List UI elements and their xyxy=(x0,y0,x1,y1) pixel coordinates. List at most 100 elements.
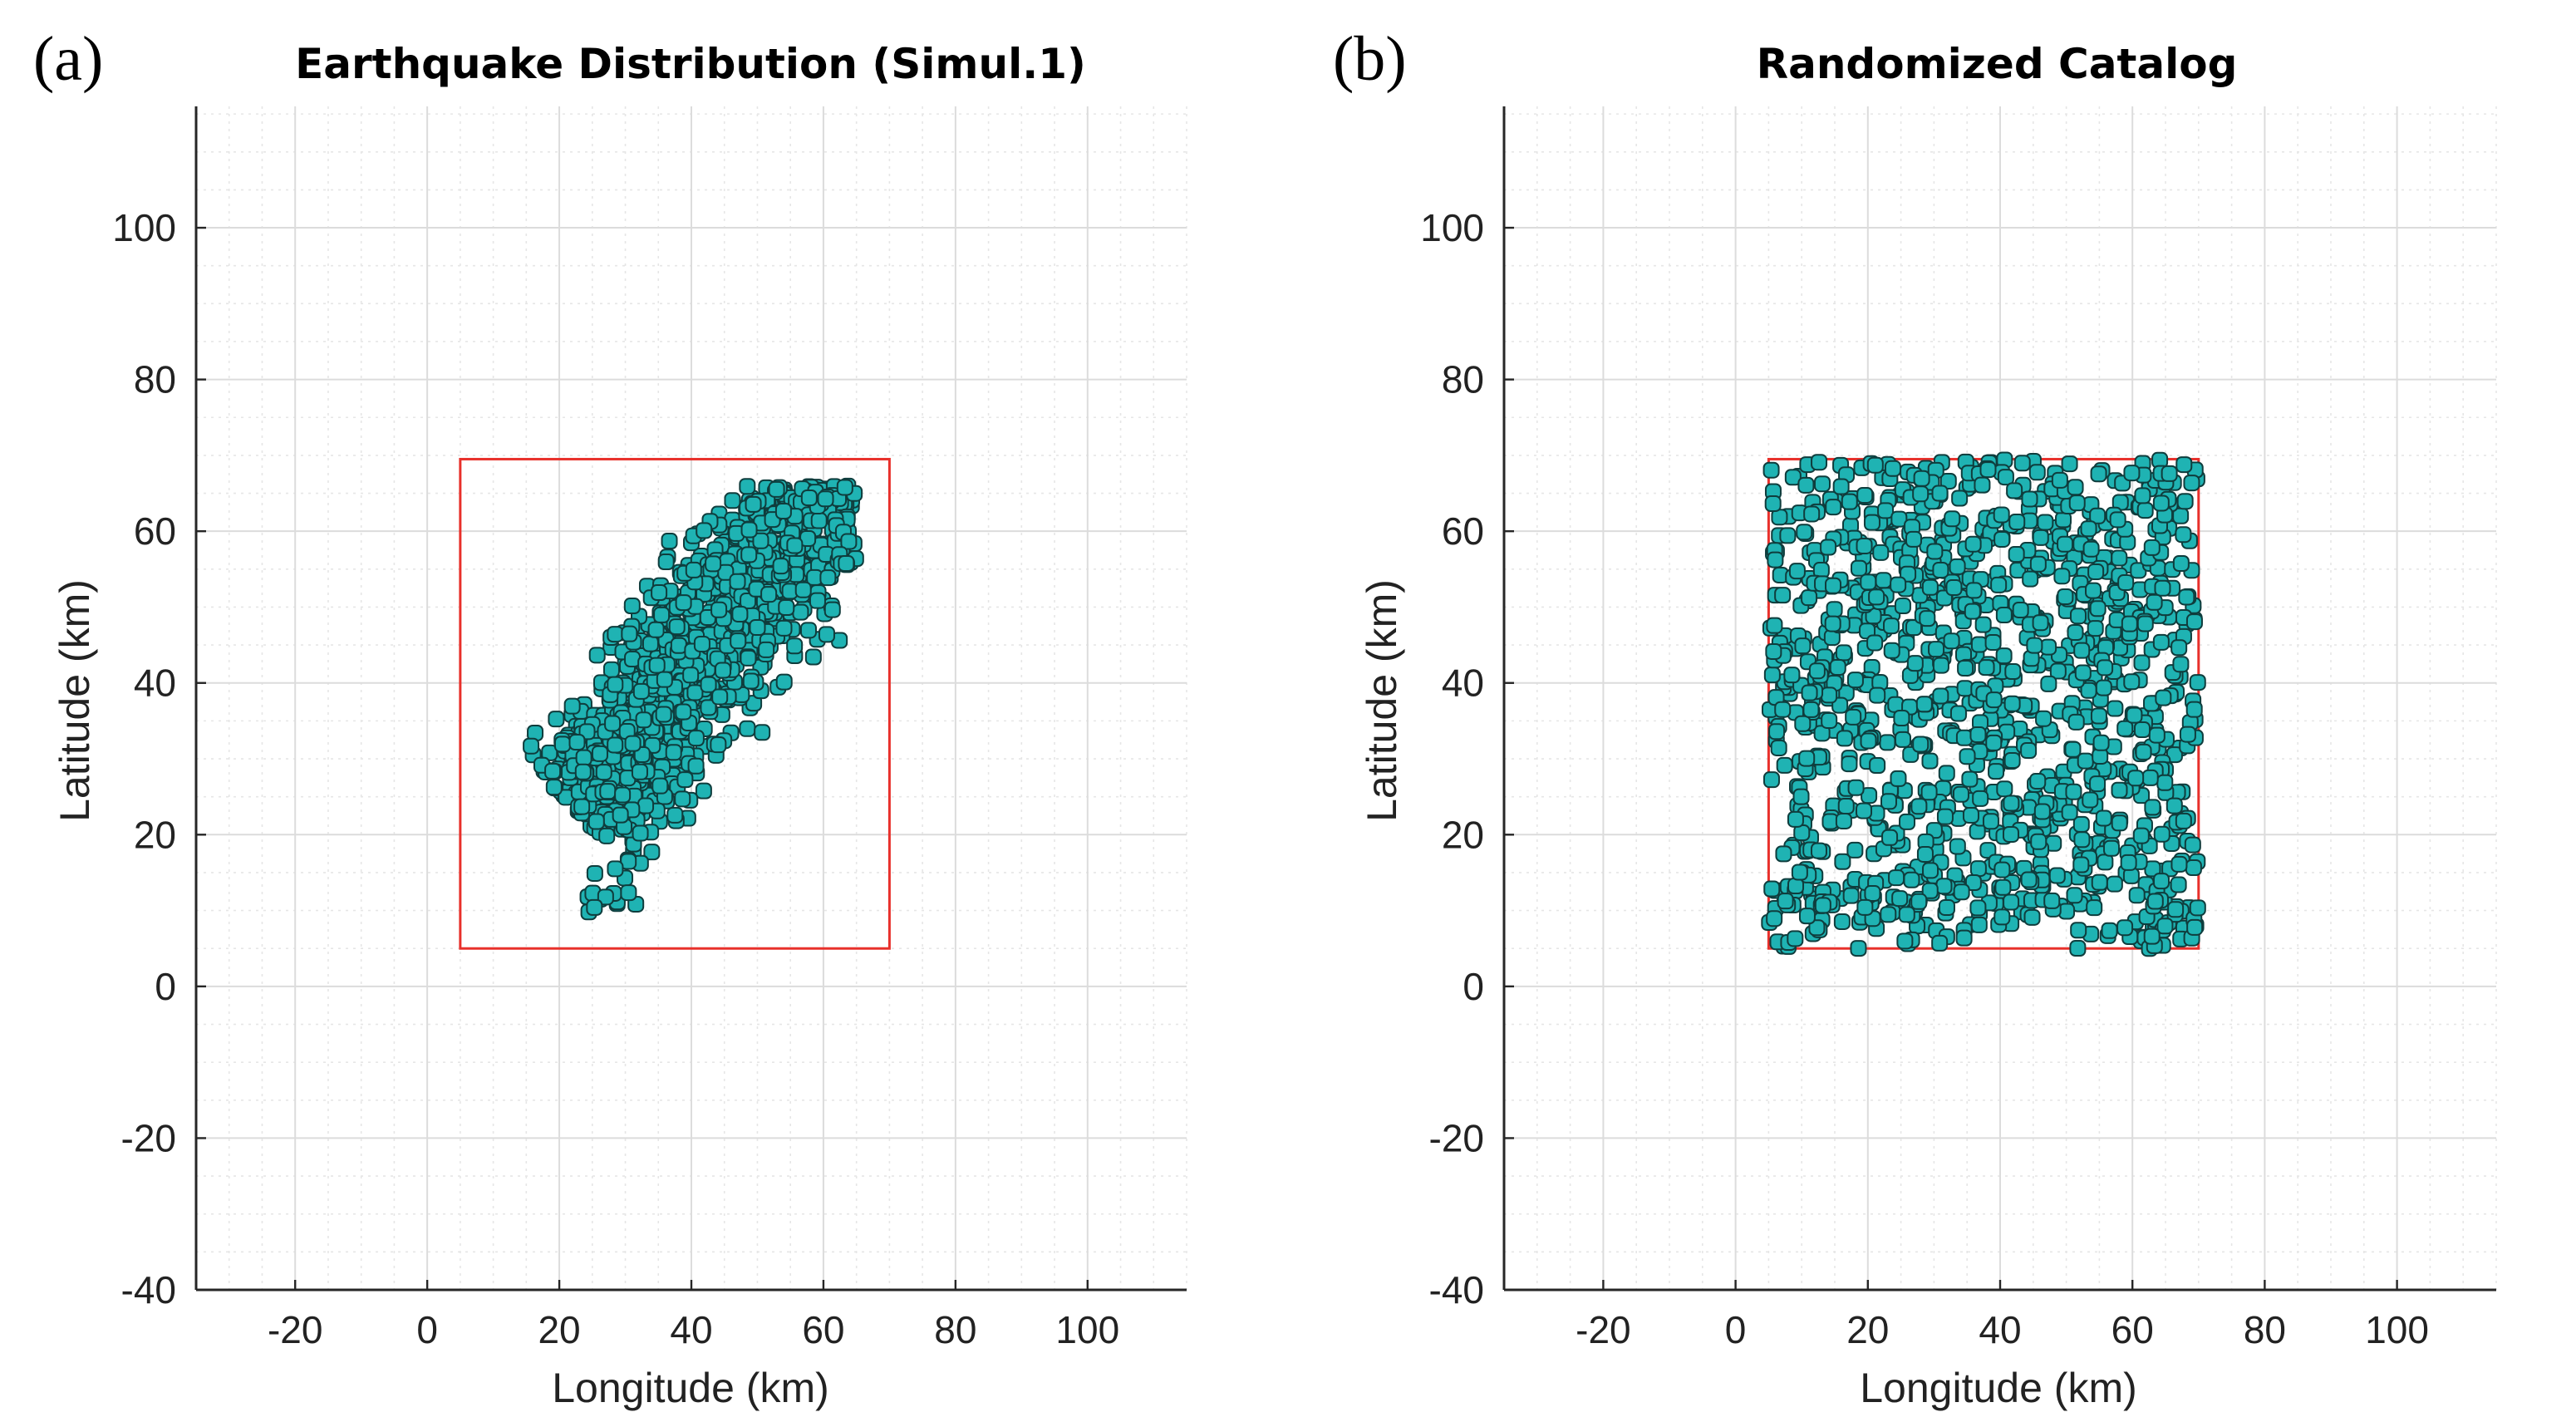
earthquake-point xyxy=(1860,573,1877,591)
earthquake-point xyxy=(656,671,673,688)
earthquake-point xyxy=(1877,502,1895,519)
earthquake-point xyxy=(1794,637,1812,655)
earthquake-point xyxy=(1869,756,1886,774)
earthquake-point xyxy=(1944,510,1961,528)
earthquake-point xyxy=(1910,798,1928,815)
earthquake-point xyxy=(1978,659,1995,677)
earthquake-point xyxy=(624,735,642,752)
earthquake-point xyxy=(1765,642,1782,660)
earthquake-point xyxy=(786,537,804,554)
x-tick-label: 80 xyxy=(2244,1308,2286,1351)
y-tick-label: 40 xyxy=(134,662,176,705)
earthquake-point xyxy=(2064,741,2082,758)
earthquake-point xyxy=(544,762,562,780)
earthquake-point xyxy=(1880,793,1897,810)
earthquake-point xyxy=(2120,854,2137,871)
earthquake-point xyxy=(724,492,741,509)
earthquake-point xyxy=(715,662,732,679)
earthquake-point xyxy=(1787,930,1804,947)
earthquake-point xyxy=(1932,687,1949,705)
earthquake-point xyxy=(2091,873,2108,891)
earthquake-point xyxy=(2040,638,2057,656)
earthquake-point xyxy=(1974,476,1991,494)
earthquake-point xyxy=(2176,493,2194,510)
earthquake-point xyxy=(632,682,650,700)
earthquake-point xyxy=(810,512,828,529)
earthquake-point xyxy=(2086,899,2103,917)
earthquake-point xyxy=(635,711,652,729)
y-tick-label: 60 xyxy=(134,509,176,553)
earthquake-point xyxy=(595,764,612,781)
earthquake-point xyxy=(523,737,540,755)
earthquake-point xyxy=(752,532,769,549)
earthquake-point xyxy=(2183,475,2200,492)
earthquake-point xyxy=(2074,664,2092,681)
earthquake-point xyxy=(655,706,672,723)
earthquake-point xyxy=(1890,770,1907,787)
earthquake-point xyxy=(648,657,666,674)
earthquake-point xyxy=(2072,815,2090,833)
earthquake-point xyxy=(1796,524,1813,541)
earthquake-point xyxy=(1972,790,1989,807)
earthquake-point xyxy=(1864,885,1881,903)
earthquake-point xyxy=(632,824,649,842)
earthquake-point xyxy=(1835,644,1852,662)
earthquake-point xyxy=(1836,730,1853,747)
earthquake-point xyxy=(740,649,757,667)
earthquake-point xyxy=(740,521,758,539)
earthquake-point xyxy=(1994,878,2012,896)
earthquake-point xyxy=(775,673,793,691)
x-tick-label: 60 xyxy=(802,1308,844,1351)
earthquake-point xyxy=(1997,469,2014,486)
earthquake-point xyxy=(2132,827,2150,844)
earthquake-point xyxy=(1931,485,1949,502)
earthquake-point xyxy=(2053,568,2071,585)
earthquake-point xyxy=(1834,853,1851,870)
earthquake-point xyxy=(2185,613,2203,631)
earthquake-point xyxy=(1841,755,1858,773)
earthquake-point xyxy=(739,720,756,737)
earthquake-point xyxy=(700,699,717,716)
earthquake-point xyxy=(2170,876,2187,893)
earthquake-point xyxy=(696,522,713,539)
earthquake-point xyxy=(1953,883,1970,901)
earthquake-point xyxy=(1964,535,1982,553)
earthquake-point xyxy=(598,827,616,844)
earthquake-point xyxy=(2136,502,2154,519)
earthquake-point xyxy=(1824,615,1841,632)
earthquake-point xyxy=(2040,675,2057,692)
earthquake-point xyxy=(2061,455,2078,473)
earthquake-point xyxy=(2092,734,2110,751)
earthquake-point xyxy=(1903,871,1920,888)
earthquake-point xyxy=(1846,672,1864,689)
earthquake-point xyxy=(2013,455,2031,472)
earthquake-point xyxy=(2109,511,2126,529)
earthquake-point xyxy=(838,554,855,572)
earthquake-point xyxy=(2020,871,2038,888)
earthquake-point xyxy=(1931,934,1949,952)
earthquake-point xyxy=(1798,750,1816,767)
earthquake-point xyxy=(657,554,675,571)
scatter-points xyxy=(1761,451,2206,957)
earthquake-point xyxy=(819,569,837,587)
earthquake-point xyxy=(1921,882,1939,899)
earthquake-point xyxy=(2121,615,2138,632)
earthquake-point xyxy=(1770,739,1787,756)
earthquake-point xyxy=(1899,813,1916,830)
earthquake-point xyxy=(2148,726,2166,744)
x-tick-label: 100 xyxy=(2365,1308,2429,1351)
earthquake-point xyxy=(1856,802,1873,819)
x-tick-label: 40 xyxy=(670,1308,712,1351)
earthquake-point xyxy=(653,606,671,623)
earthquake-point xyxy=(1792,788,1810,805)
earthquake-point xyxy=(804,648,822,666)
earthquake-point xyxy=(778,598,795,616)
earthquake-point xyxy=(2172,554,2190,572)
earthquake-point xyxy=(604,715,622,732)
earthquake-point xyxy=(1898,906,1915,923)
earthquake-point xyxy=(1794,715,1812,732)
earthquake-point xyxy=(2032,614,2049,632)
earthquake-point xyxy=(2026,637,2043,654)
earthquake-point xyxy=(740,592,757,609)
earthquake-point xyxy=(686,684,704,701)
